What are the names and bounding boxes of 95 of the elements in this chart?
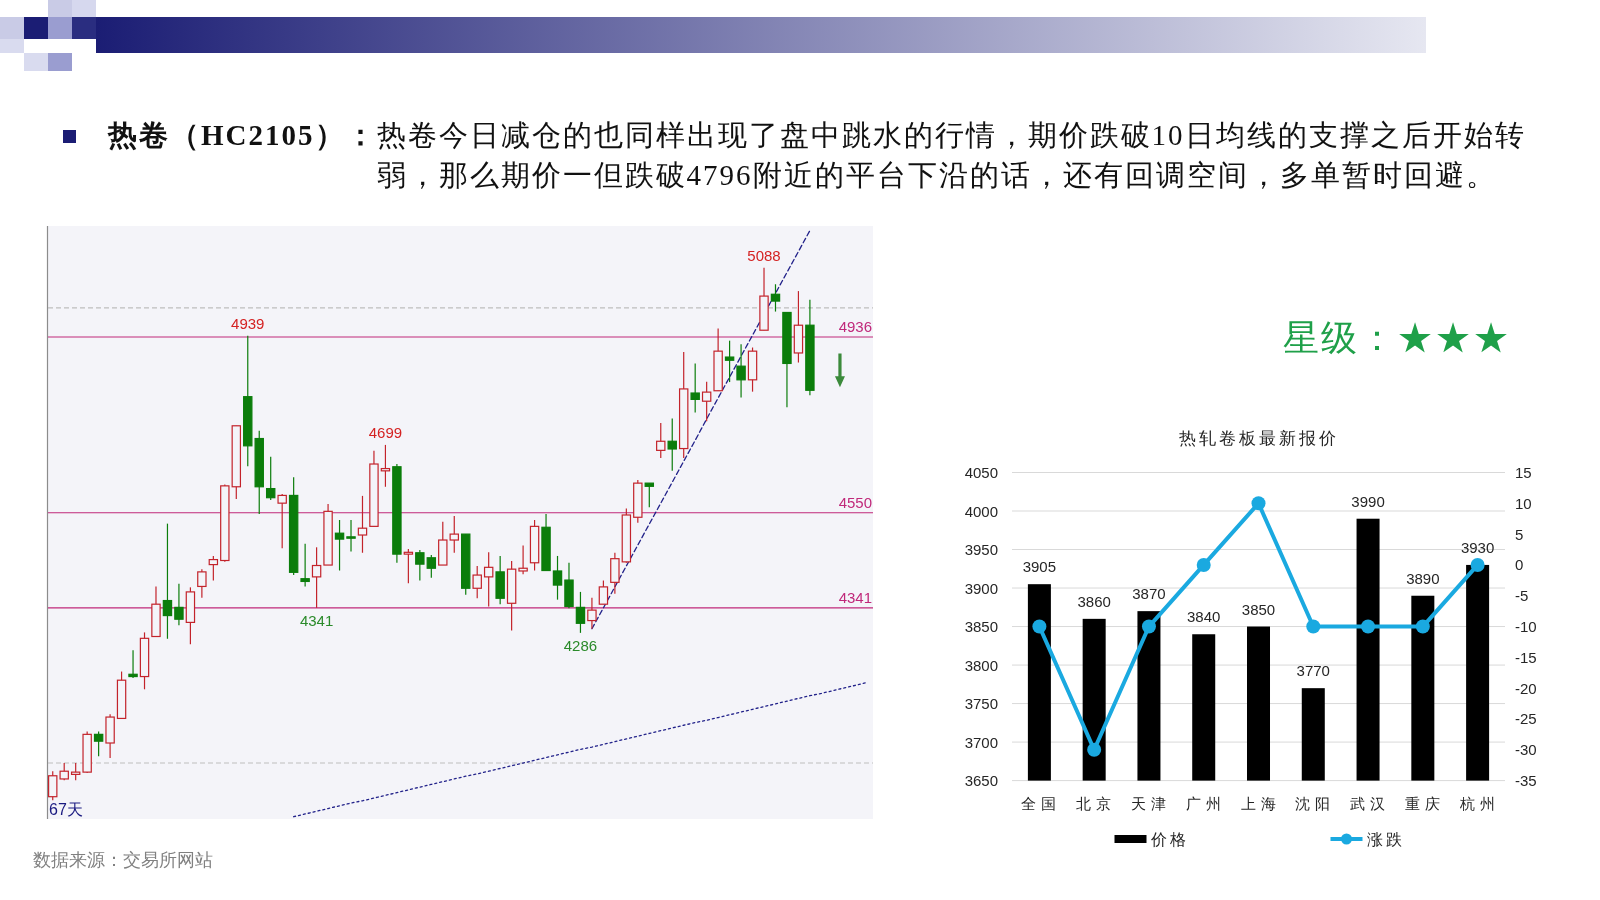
point — [1470, 557, 1485, 572]
data-label: 3850 — [1241, 600, 1276, 618]
candlestick — [701, 381, 712, 422]
text: 热卷今日减仓的也同样出现了盘中跳水的行情，期价跌破10日均线的支撑之后开始转弱，那么期价一但跌破4796附近的平台下沿的话，还有回调空间，多单暂时回避。 — [376, 118, 1527, 193]
candlestick — [724, 340, 735, 383]
candlestick — [483, 551, 494, 608]
candlestick — [736, 343, 746, 399]
annotation: 67天 — [49, 801, 83, 818]
candlestick — [162, 523, 173, 640]
x-tick-label: 全国 — [1021, 795, 1062, 812]
y2-tick-label: -10 — [1515, 618, 1537, 636]
data-label: 3840 — [1187, 608, 1221, 626]
y2-tick-label: -30 — [1515, 741, 1537, 759]
candlestick — [208, 555, 219, 582]
y-tick-label: 3800 — [964, 656, 998, 674]
candlestick — [770, 283, 781, 313]
point — [1141, 619, 1156, 634]
annotation: 4939 — [231, 314, 265, 332]
candlestick — [93, 731, 104, 757]
candlestick — [472, 565, 482, 599]
x-tick-label: 沈阳 — [1295, 795, 1336, 812]
y-tick-label: 3900 — [964, 579, 998, 597]
y-tick-label: 4000 — [964, 502, 998, 520]
x-tick-label: 武汉 — [1350, 795, 1391, 812]
data-label: 3860 — [1077, 592, 1111, 610]
ref-line-label: 4936 — [838, 318, 872, 336]
candlestick — [128, 649, 138, 679]
candlestick — [598, 579, 609, 605]
data-label: 3990 — [1351, 492, 1385, 510]
y2-tick-label: -25 — [1515, 710, 1537, 728]
candlestick — [610, 552, 620, 595]
legend-label: 价格 — [1149, 831, 1189, 848]
x-tick-label: 杭州 — [1458, 795, 1500, 812]
candlestick — [644, 482, 655, 508]
data-label: 3905 — [1022, 558, 1057, 576]
y-tick-label: 3950 — [964, 541, 998, 559]
y2-tick-label: -5 — [1515, 587, 1529, 605]
y-tick-label: 3650 — [964, 772, 998, 790]
y2-tick-label: 10 — [1515, 494, 1532, 512]
candlestick — [174, 583, 184, 626]
source-note: 数据来源：交易所网站 — [33, 849, 213, 871]
point — [1361, 619, 1376, 634]
point — [1087, 742, 1102, 757]
y2-tick-label: 5 — [1515, 525, 1524, 543]
y-tick-label: 3750 — [964, 695, 998, 713]
annotation: 4699 — [368, 423, 403, 441]
candlestick — [656, 422, 666, 459]
candlestick — [575, 591, 586, 634]
y2-tick-label: -15 — [1515, 648, 1537, 666]
candlestick — [334, 519, 345, 572]
candlestick — [311, 546, 322, 609]
y-tick-label: 3700 — [964, 733, 998, 751]
text: 热卷（HC2105）： — [108, 118, 377, 153]
ref-line-label: 4341 — [838, 588, 872, 606]
candlestick — [346, 519, 356, 552]
point — [1306, 619, 1321, 634]
data-label: 3870 — [1132, 585, 1166, 603]
candlestick — [690, 362, 700, 414]
x-tick-label: 广州 — [1185, 795, 1226, 812]
y2-tick-label: 15 — [1515, 464, 1532, 481]
annotation: 5088 — [747, 246, 781, 264]
point — [1032, 619, 1047, 634]
chart-title: 热轧卷板最新报价 — [1178, 429, 1339, 448]
data-label: 3770 — [1296, 662, 1330, 680]
point — [1415, 619, 1430, 634]
candlestick — [277, 493, 287, 549]
candlestick — [357, 495, 368, 554]
point — [1196, 557, 1211, 572]
annotation: 4286 — [563, 636, 598, 654]
candlestick — [667, 417, 677, 472]
x-tick-label: 北京 — [1076, 795, 1117, 812]
candlestick — [403, 548, 414, 584]
candlestick — [265, 456, 276, 501]
y2-tick-label: -35 — [1515, 772, 1537, 790]
candlestick — [426, 554, 437, 579]
x-tick-label: 天津 — [1130, 795, 1171, 812]
y-tick-label: 3850 — [964, 618, 998, 636]
data-label: 3890 — [1406, 569, 1440, 587]
text: 星级：★★★ — [1283, 317, 1511, 360]
candlestick — [518, 544, 528, 575]
y-tick-label: 4050 — [964, 464, 998, 481]
y2-tick-label: -20 — [1515, 679, 1537, 697]
candlestick — [415, 549, 425, 582]
candlestick — [552, 555, 563, 601]
x-tick-label: 重庆 — [1404, 795, 1445, 812]
point — [1251, 496, 1266, 511]
legend-label: 涨跌 — [1366, 831, 1405, 848]
ref-line-label: 4550 — [838, 493, 872, 511]
candlestick — [300, 543, 310, 588]
annotation: 4341 — [299, 611, 334, 629]
candlestick — [587, 597, 597, 630]
y2-tick-label: 0 — [1515, 556, 1524, 574]
x-tick-label: 上海 — [1240, 795, 1281, 812]
candlestick — [197, 568, 207, 599]
data-label: 3930 — [1460, 538, 1495, 556]
